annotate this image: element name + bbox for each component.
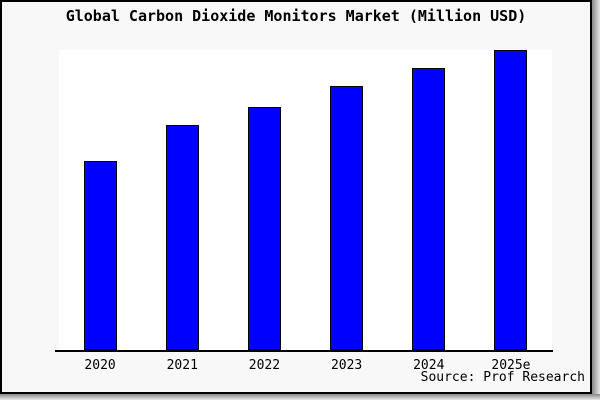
x-tick-label-2023: 2023 bbox=[330, 358, 363, 373]
bar-2020 bbox=[83, 161, 117, 350]
bar-2025e bbox=[494, 50, 528, 350]
bar-2024 bbox=[412, 68, 446, 350]
x-axis-tick-labels: 2020 2021 2022 2023 2024 2025e bbox=[59, 358, 552, 373]
x-axis-line bbox=[55, 350, 553, 352]
chart-title: Global Carbon Dioxide Monitors Market (M… bbox=[65, 7, 527, 25]
x-tick-label-2022: 2022 bbox=[248, 358, 281, 373]
bar-2022 bbox=[247, 107, 281, 350]
bar-slot-2024 bbox=[388, 50, 470, 350]
bar-series bbox=[59, 50, 552, 350]
bar-slot-2022 bbox=[223, 50, 305, 350]
bar-2021 bbox=[165, 125, 199, 350]
x-tick-label-2020: 2020 bbox=[84, 358, 116, 373]
source-note: Source: Prof Research bbox=[420, 370, 585, 385]
bar-slot-2021 bbox=[141, 50, 223, 350]
plot-area bbox=[59, 50, 552, 350]
bar-slot-2025e bbox=[470, 50, 552, 350]
x-tick-label-2025e: 2025e bbox=[491, 358, 531, 373]
bar-slot-2020 bbox=[59, 50, 141, 350]
x-tick-label-2024: 2024 bbox=[413, 358, 445, 373]
window-shadow-right bbox=[592, 0, 600, 398]
bar-slot-2023 bbox=[306, 50, 388, 350]
bar-2023 bbox=[330, 86, 364, 350]
window-shadow-bottom bbox=[0, 394, 600, 400]
x-tick-label-2021: 2021 bbox=[166, 358, 198, 373]
chart-window: Global Carbon Dioxide Monitors Market (M… bbox=[0, 0, 592, 394]
